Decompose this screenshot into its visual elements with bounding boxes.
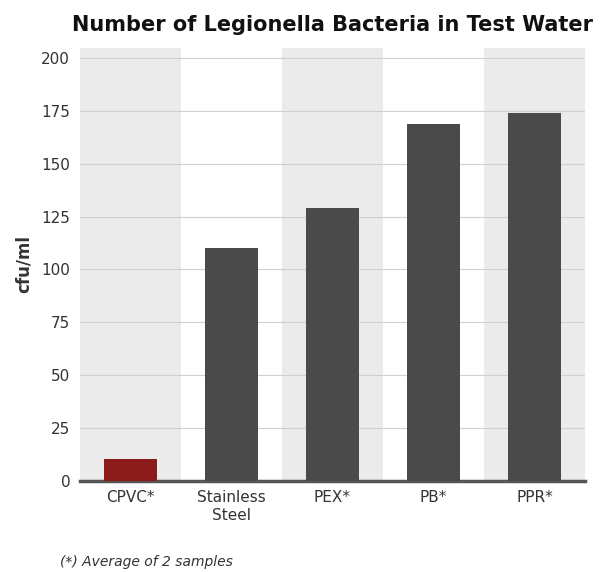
Bar <box>407 124 460 480</box>
Bar <box>306 208 359 480</box>
Title: Number of Legionella Bacteria in Test Water: Number of Legionella Bacteria in Test Wa… <box>72 15 593 35</box>
Bar <box>80 47 181 480</box>
Bar <box>104 459 157 480</box>
Bar <box>508 113 561 480</box>
Y-axis label: cfu/ml: cfu/ml <box>15 235 33 293</box>
Bar <box>484 47 585 480</box>
Text: (*) Average of 2 samples: (*) Average of 2 samples <box>60 555 233 569</box>
Bar <box>205 248 258 480</box>
Bar <box>282 47 383 480</box>
